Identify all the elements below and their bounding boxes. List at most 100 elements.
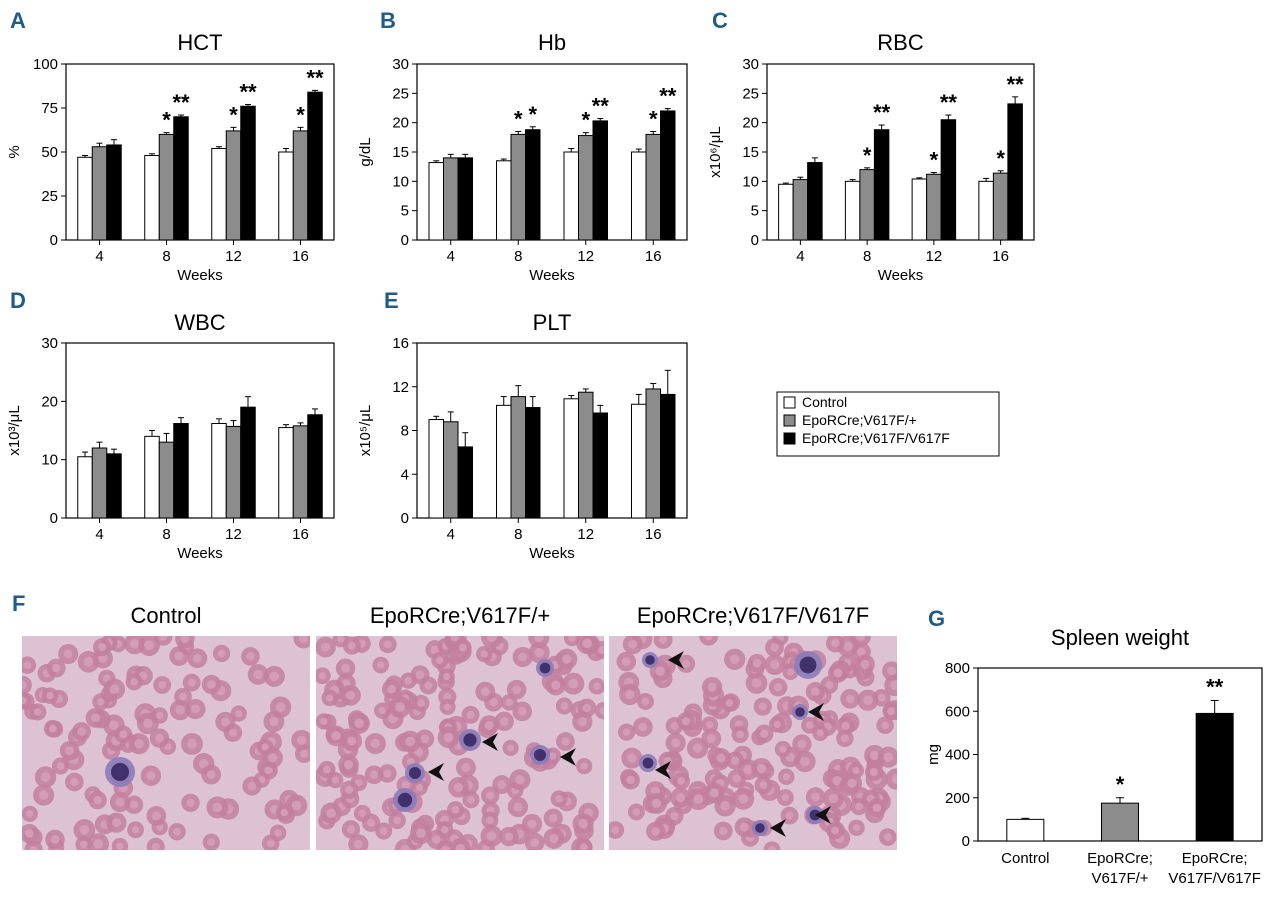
red-blood-cell-pallor	[551, 680, 561, 690]
chart-title: Hb	[538, 30, 566, 55]
red-blood-cell-pallor	[367, 818, 376, 827]
bar-d-s1-w16	[292, 425, 309, 519]
red-blood-cell-pallor	[146, 771, 156, 781]
nucleus	[409, 767, 421, 779]
bar-d-s1-w8	[158, 441, 175, 519]
red-blood-cell-pallor	[770, 643, 779, 652]
red-blood-cell-pallor	[855, 802, 863, 811]
red-blood-cell-pallor	[51, 663, 61, 673]
red-blood-cell-pallor	[831, 826, 839, 835]
red-blood-cell-pallor	[670, 721, 679, 730]
bar-b-s0-w16	[631, 151, 647, 241]
significance-marker: *	[296, 102, 305, 127]
red-blood-cell-pallor	[268, 753, 278, 763]
red-blood-cell-pallor	[443, 703, 452, 711]
red-blood-cell-pallor	[187, 678, 196, 687]
y-tick-label: 0	[401, 510, 409, 527]
red-blood-cell-pallor	[346, 825, 356, 834]
significance-marker: **	[940, 90, 958, 115]
red-blood-cell-pallor	[624, 689, 635, 700]
red-blood-cell-pallor	[130, 677, 138, 686]
red-blood-cell-pallor	[25, 829, 34, 838]
x-tick-label: 4	[796, 248, 804, 265]
red-blood-cell-pallor	[159, 636, 168, 641]
red-blood-cell-pallor	[354, 718, 364, 729]
red-blood-cell-pallor	[628, 639, 638, 649]
y-tick-label: 50	[41, 144, 58, 161]
red-blood-cell-pallor	[638, 722, 648, 732]
x-axis-label: Weeks	[177, 267, 223, 284]
red-blood-cell-pallor	[70, 777, 79, 787]
arrowhead-icon	[482, 733, 498, 751]
y-tick-label: 16	[392, 335, 409, 352]
red-blood-cell-pallor	[497, 780, 506, 789]
red-blood-cell-pallor	[779, 745, 787, 753]
red-blood-cell-pallor	[729, 654, 740, 665]
red-blood-cell-pallor	[29, 845, 38, 850]
red-blood-cell-pallor	[173, 827, 181, 836]
red-blood-cell-pallor	[174, 651, 184, 661]
y-tick-label: 15	[392, 144, 409, 161]
x-tick-label: 16	[292, 248, 309, 265]
red-blood-cell-pallor	[393, 816, 402, 825]
red-blood-cell	[699, 636, 719, 646]
red-blood-cell-pallor	[441, 845, 450, 850]
x-axis-label: Weeks	[529, 545, 575, 562]
bar-c-s2-w12	[940, 119, 957, 241]
red-blood-cell-pallor	[91, 713, 100, 723]
red-blood-cell-pallor	[379, 827, 388, 835]
panel-letter-a: A	[10, 8, 26, 33]
red-blood-cell-pallor	[369, 770, 379, 779]
red-blood-cell-pallor	[785, 811, 794, 820]
red-blood-cell-pallor	[190, 704, 201, 714]
red-blood-cell-pallor	[451, 805, 460, 814]
bar-spleen-1	[1101, 802, 1139, 842]
red-blood-cell-pallor	[22, 680, 27, 690]
red-blood-cell-pallor	[797, 739, 807, 749]
red-blood-cell-pallor	[738, 793, 749, 804]
red-blood-cell-pallor	[816, 729, 824, 737]
red-blood-cell-pallor	[758, 702, 767, 711]
bar-d-s2-w4	[106, 453, 122, 519]
red-blood-cell-pallor	[512, 685, 522, 695]
bar-c-s1-w16	[992, 172, 1009, 241]
arrowhead-icon	[428, 763, 444, 781]
bar-e-s0-w16	[631, 403, 647, 519]
red-blood-cell-pallor	[23, 661, 32, 670]
bar-c-s1-w12	[926, 173, 942, 241]
red-blood-cell-pallor	[692, 743, 703, 753]
red-blood-cell-pallor	[151, 842, 160, 850]
y-tick-label: 12	[392, 379, 409, 396]
red-blood-cell-pallor	[151, 811, 161, 821]
chart-title: Spleen weight	[1051, 625, 1189, 650]
red-blood-cell-pallor	[217, 649, 226, 658]
red-blood-cell-pallor	[561, 737, 570, 746]
red-blood-cell-pallor	[93, 839, 104, 849]
bar-a-s2-w8	[173, 116, 189, 241]
red-blood-cell-pallor	[50, 835, 60, 844]
red-blood-cell-pallor	[206, 770, 216, 780]
bar-c-s2-w16	[1007, 103, 1023, 241]
significance-marker: **	[239, 79, 257, 104]
red-blood-cell-pallor	[83, 656, 94, 667]
panel-letter-g: G	[928, 606, 945, 631]
legend-label: Control	[802, 394, 847, 410]
red-blood-cell-pallor	[318, 671, 327, 680]
red-blood-cell-pallor	[111, 818, 121, 828]
red-blood-cell-pallor	[869, 767, 878, 776]
red-blood-cell-pallor	[811, 792, 820, 802]
red-blood-cell	[885, 768, 897, 790]
red-blood-cell-pallor	[505, 698, 513, 707]
red-blood-cell-pallor	[833, 668, 843, 678]
y-tick-label: 10	[41, 452, 58, 469]
red-blood-cell-pallor	[881, 721, 890, 730]
red-blood-cell-pallor	[187, 739, 197, 749]
red-blood-cell-pallor	[458, 643, 467, 652]
x-tick-label: 4	[95, 526, 103, 543]
red-blood-cell-pallor	[331, 731, 341, 741]
red-blood-cell-pallor	[504, 832, 514, 841]
red-blood-cell-pallor	[430, 645, 440, 654]
x-tick-label: V617F/V617F	[1168, 870, 1261, 887]
red-blood-cell-pallor	[681, 659, 691, 668]
red-blood-cell-pallor	[739, 822, 749, 832]
